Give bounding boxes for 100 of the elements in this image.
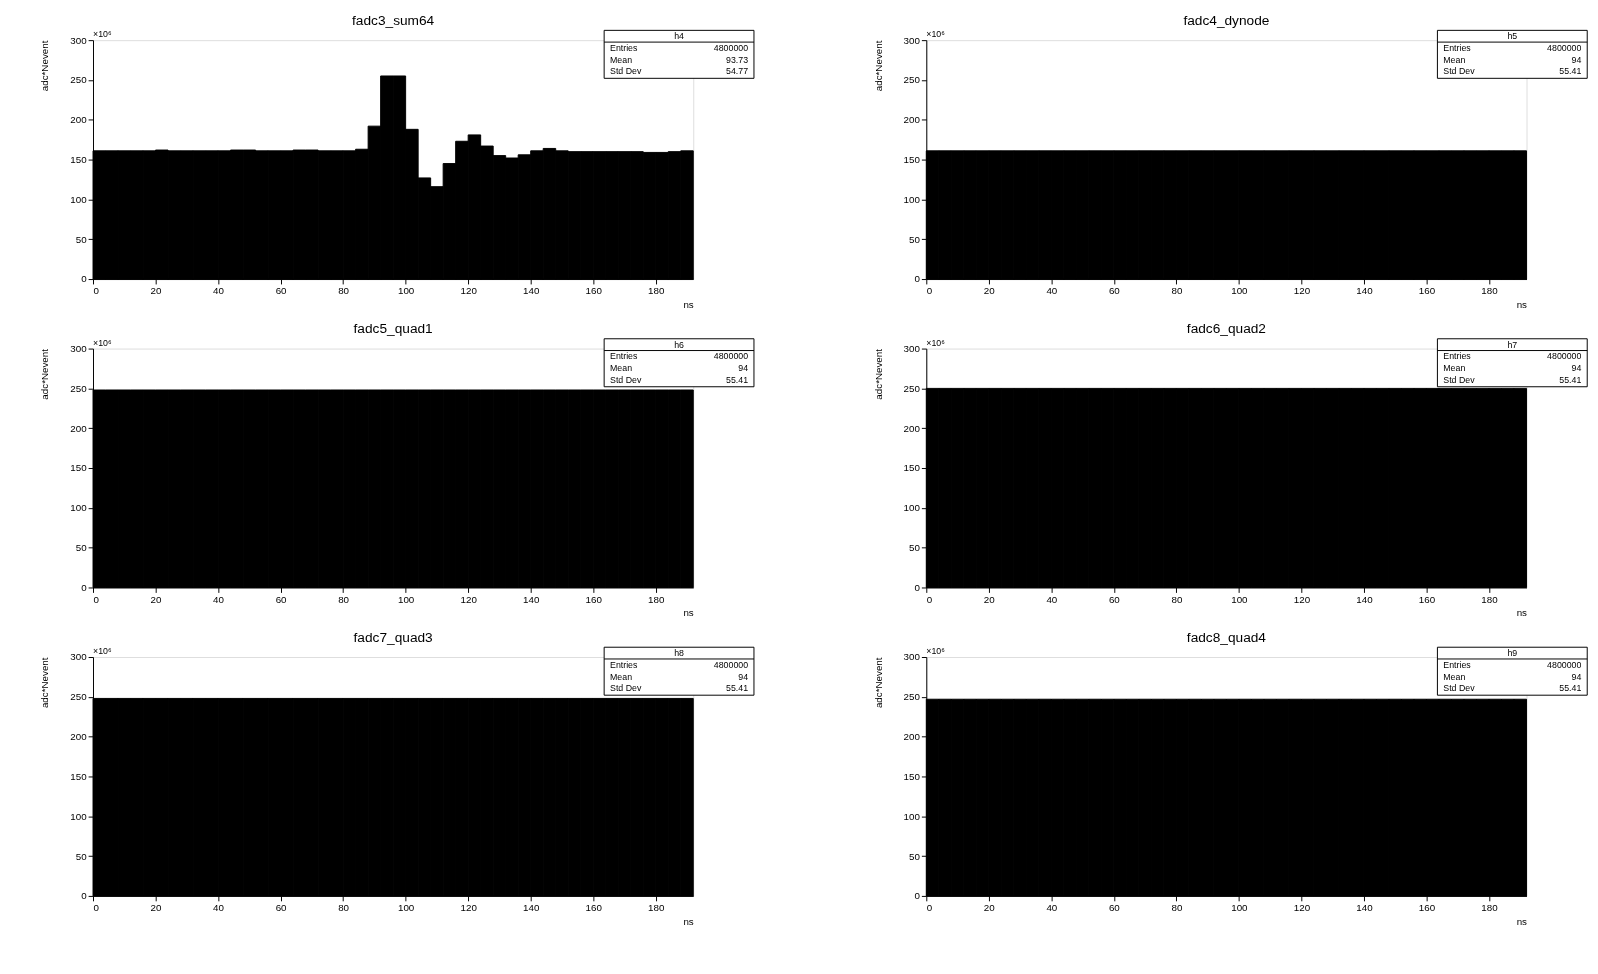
x-tick-label: 80 xyxy=(1171,593,1183,605)
y-tick-label: 250 xyxy=(903,382,921,394)
text: ×10⁶ xyxy=(926,337,946,348)
text: 4800000 xyxy=(1547,351,1582,362)
x-tick-label: 120 xyxy=(460,902,478,914)
x-tick-label: 40 xyxy=(213,593,225,605)
x-tick-label: 160 xyxy=(1418,902,1436,914)
annotation: Std Dev xyxy=(1443,683,1476,694)
annotation: Mean xyxy=(610,363,633,374)
y-tick-label: 0 xyxy=(81,581,88,593)
chart-title: fadc3_sum64 xyxy=(352,12,435,28)
annotation: Entries xyxy=(1443,42,1472,53)
y-tick-label: 200 xyxy=(70,114,88,126)
y-tick-label: 150 xyxy=(70,462,88,474)
y-axis-title: adc*Nevent xyxy=(872,348,884,400)
x-tick-label: 100 xyxy=(1231,593,1249,605)
annotation: Entries xyxy=(1443,351,1472,362)
text: ×10⁶ xyxy=(93,646,112,657)
y-tick-label: 250 xyxy=(70,74,88,86)
text: 94 xyxy=(1571,671,1582,682)
y-tick-label: 50 xyxy=(909,542,921,554)
chart-title: fadc7_quad3 xyxy=(353,629,434,645)
y-tick-label: 0 xyxy=(81,890,88,902)
x-axis-title: ns xyxy=(683,607,694,619)
y-tick-label: 50 xyxy=(75,233,88,245)
y-tick-label: 150 xyxy=(903,154,921,166)
annotation: Std Dev xyxy=(610,66,642,77)
y-tick-label: 250 xyxy=(70,382,88,394)
x-tick-label: 60 xyxy=(275,902,288,914)
y-tick-label: 100 xyxy=(70,810,88,822)
x-tick-label: 60 xyxy=(1108,902,1121,914)
x-tick-label: 20 xyxy=(150,902,163,914)
chart-title: fadc5_quad1 xyxy=(353,321,433,337)
x-tick-label: 140 xyxy=(1356,285,1374,297)
x-tick-label: 0 xyxy=(93,902,100,914)
x-tick-label: 60 xyxy=(1108,285,1121,297)
y-axis-title: adc*Nevent xyxy=(872,40,884,92)
x-tick-label: 40 xyxy=(1046,902,1058,914)
x-tick-label: 40 xyxy=(213,902,225,914)
y-tick-label: 150 xyxy=(70,770,88,782)
x-tick-label: 100 xyxy=(397,593,415,605)
y-tick-label: 0 xyxy=(914,581,921,593)
x-tick-label: 40 xyxy=(213,285,225,297)
y-tick-label: 300 xyxy=(903,651,921,663)
x-tick-label: 80 xyxy=(1171,902,1183,914)
y-tick-label: 100 xyxy=(903,810,921,822)
x-tick-label: 180 xyxy=(1481,902,1499,914)
x-tick-label: 60 xyxy=(275,285,288,297)
x-tick-label: 180 xyxy=(648,285,665,297)
annotation: Entries xyxy=(610,42,638,53)
text: 55.41 xyxy=(1559,683,1582,694)
x-tick-label: 80 xyxy=(1171,285,1183,297)
annotation: Std Dev xyxy=(610,374,642,385)
x-axis-title: ns xyxy=(683,915,694,927)
x-tick-label: 100 xyxy=(1231,285,1249,297)
x-tick-label: 100 xyxy=(1231,902,1249,914)
annotation: Entries xyxy=(610,659,638,670)
y-tick-label: 50 xyxy=(75,542,88,554)
y-tick-label: 150 xyxy=(903,462,921,474)
annotation: Std Dev xyxy=(1443,66,1476,77)
x-tick-label: 120 xyxy=(1293,902,1311,914)
y-axis-title: adc*Nevent xyxy=(872,657,884,709)
x-axis-title: ns xyxy=(1516,607,1528,619)
text: 55.41 xyxy=(1559,66,1582,77)
x-tick-label: 160 xyxy=(585,285,603,297)
y-tick-label: 100 xyxy=(903,193,921,205)
text: ×10⁶ xyxy=(93,337,112,348)
x-tick-label: 180 xyxy=(648,902,665,914)
x-tick-label: 140 xyxy=(523,902,540,914)
annotation: Std Dev xyxy=(1443,374,1476,385)
text: 55.41 xyxy=(1559,374,1582,385)
annotation: Entries xyxy=(610,351,638,362)
y-tick-label: 200 xyxy=(903,731,921,743)
x-tick-label: 100 xyxy=(397,902,415,914)
x-tick-label: 80 xyxy=(338,285,350,297)
y-tick-label: 250 xyxy=(70,691,88,703)
text: 55.41 xyxy=(726,374,749,385)
x-tick-label: 180 xyxy=(1481,285,1499,297)
x-tick-label: 120 xyxy=(460,285,478,297)
text: 4800000 xyxy=(713,659,749,670)
x-tick-label: 140 xyxy=(523,285,540,297)
annotation: Mean xyxy=(1443,363,1466,374)
y-tick-label: 100 xyxy=(70,193,88,205)
x-axis-title: ns xyxy=(1516,915,1528,927)
y-tick-label: 200 xyxy=(70,422,88,434)
text: 4800000 xyxy=(1547,659,1582,670)
annotation: h4 xyxy=(674,31,685,42)
chart-title: fadc8_quad4 xyxy=(1186,629,1267,645)
x-tick-label: 20 xyxy=(983,593,996,605)
x-tick-label: 20 xyxy=(983,285,996,297)
y-tick-label: 200 xyxy=(903,422,921,434)
x-tick-label: 120 xyxy=(1293,593,1311,605)
y-tick-label: 200 xyxy=(70,731,88,743)
y-tick-label: 300 xyxy=(903,343,921,354)
y-tick-label: 250 xyxy=(903,691,921,703)
annotation: Mean xyxy=(610,671,633,682)
y-tick-label: 150 xyxy=(903,770,921,782)
annotation: h9 xyxy=(1507,648,1518,659)
text: 93.73 xyxy=(726,54,749,65)
x-tick-label: 0 xyxy=(926,902,933,914)
